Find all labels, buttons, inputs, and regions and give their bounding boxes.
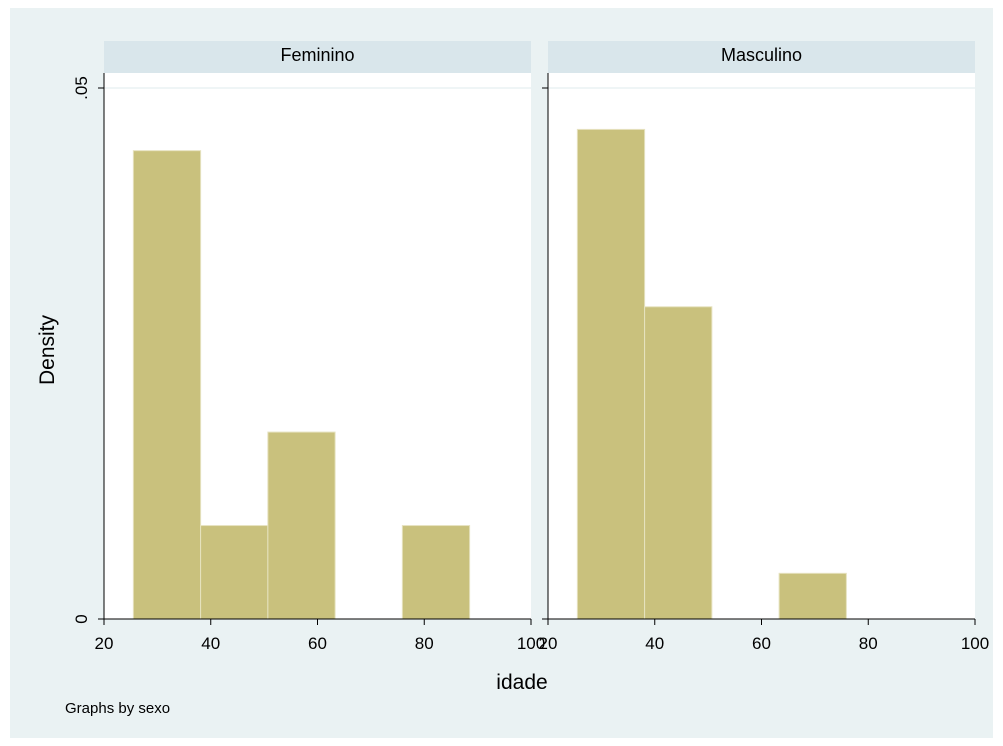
x-tick-label: 20: [539, 634, 558, 653]
y-tick-label: 0: [72, 614, 91, 623]
histogram-bar: [644, 306, 713, 620]
panel-strip-label: Feminino: [280, 45, 354, 65]
histogram-bar: [778, 572, 847, 620]
x-tick-label: 80: [415, 634, 434, 653]
x-tick-label: 100: [517, 634, 545, 653]
graphs-by-note: Graphs by sexo: [65, 700, 170, 717]
histogram-bar: [267, 431, 336, 620]
x-tick-label: 100: [961, 634, 989, 653]
panel-strip-label: Masculino: [721, 45, 802, 65]
x-tick-label: 60: [752, 634, 771, 653]
x-tick-label: 40: [201, 634, 220, 653]
panel-strip: [104, 41, 531, 73]
y-axis-title: Density: [36, 314, 59, 385]
panel-feminino: Feminino 20 40 60 80 100 0 .05: [72, 41, 545, 653]
histogram-bar: [401, 525, 471, 620]
x-tick-label: 60: [308, 634, 327, 653]
panel-masculino: Masculino 20 40 60 80 100: [539, 41, 989, 653]
histogram-bar: [200, 525, 269, 620]
panel-strip: [548, 41, 975, 73]
x-tick-label: 20: [95, 634, 114, 653]
y-tick-label: .05: [72, 76, 91, 100]
x-tick-label: 80: [859, 634, 878, 653]
x-axis-title: idade: [496, 671, 547, 694]
histogram-bar: [576, 128, 646, 620]
histogram-bar: [132, 150, 202, 620]
x-tick-label: 40: [645, 634, 664, 653]
